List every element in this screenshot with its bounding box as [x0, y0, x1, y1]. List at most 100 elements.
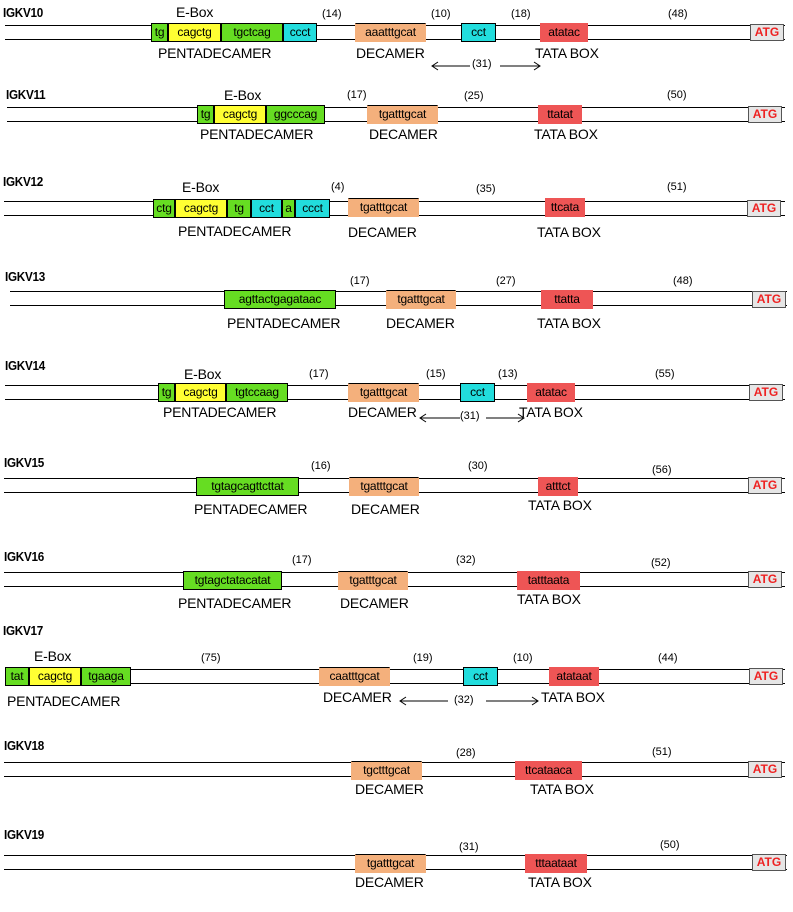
segment: tatttaata — [517, 571, 580, 590]
spacing-number: (30) — [468, 460, 488, 472]
spacing-number: (31) — [472, 58, 492, 70]
row-igkv12: IGKV12 E-Box ctg cagctg tg cct a ccct tg… — [0, 171, 793, 260]
spacing-number: (17) — [350, 275, 370, 287]
decamer-label: DECAMER — [323, 689, 392, 705]
atg-box: ATG — [750, 24, 784, 41]
row-igkv16: IGKV16 tgtagctatacatat tgatttgcat tattta… — [0, 546, 793, 635]
segment: cct — [251, 199, 282, 218]
spacing-number: (15) — [426, 368, 446, 380]
segment: ctg — [153, 199, 175, 218]
spacing-number: (55) — [655, 368, 675, 380]
row-igkv13: IGKV13 agttactgagataac tgatttgcat ttatta… — [0, 266, 793, 355]
segment: ggcccag — [266, 105, 325, 124]
spacing-number: (4) — [331, 181, 345, 193]
spacing-number: (10) — [513, 652, 533, 664]
spacing-number: (32) — [456, 554, 476, 566]
spacing-number: (50) — [660, 839, 680, 851]
spacing-number: (44) — [658, 652, 678, 664]
segment: tttaataat — [525, 854, 587, 873]
spacing-number: (10) — [431, 8, 451, 20]
segment: cagctg — [175, 383, 226, 402]
segment: ccct — [295, 199, 330, 218]
spacing-number: (17) — [309, 368, 329, 380]
spacing-number: (31) — [459, 841, 479, 853]
decamer-label: DECAMER — [356, 45, 425, 61]
decamer-label: DECAMER — [355, 781, 424, 797]
gene-name: IGKV12 — [3, 174, 44, 189]
segment: atttct — [538, 477, 578, 496]
spacing-number: (14) — [322, 8, 342, 20]
promoter-diagram: IGKV10 E-Box tg cagctg tgctcag ccct aaat… — [0, 0, 793, 890]
segment: ttcata — [545, 198, 585, 217]
row-igkv11: IGKV11 E-Box tg cagctg ggcccag tgatttgca… — [0, 84, 793, 173]
spacing-number: (13) — [498, 368, 518, 380]
ebox-label: E-Box — [184, 366, 222, 382]
atg-box: ATG — [748, 106, 782, 123]
gene-name: IGKV18 — [4, 738, 45, 753]
decamer-label: DECAMER — [351, 501, 420, 517]
spacing-number: (31) — [460, 410, 480, 422]
row-igkv18: IGKV18 tgctttgcat ttcataaca ATG DECAMER … — [0, 735, 793, 824]
pentadecamer-label: PENTADECAMER — [163, 404, 277, 420]
pentadecamer-label: PENTADECAMER — [178, 595, 292, 611]
atg-box: ATG — [748, 571, 782, 588]
segment: agttactgagataac — [224, 290, 336, 309]
pentadecamer-label: PENTADECAMER — [194, 501, 308, 517]
spacing-number: (75) — [201, 652, 221, 664]
gene-name: IGKV19 — [4, 827, 45, 842]
pentadecamer-label: PENTADECAMER — [7, 693, 121, 709]
segment: atataat — [549, 667, 599, 686]
segment: cagctg — [214, 105, 266, 124]
spacing-number: (51) — [667, 181, 687, 193]
ebox-label: E-Box — [34, 648, 72, 664]
segment: atatac — [527, 383, 575, 402]
sequence-line — [5, 669, 785, 684]
segment: tgtagcagttcttat — [196, 477, 299, 496]
spacing-number: (17) — [347, 89, 367, 101]
tata-box-label: TATA BOX — [528, 497, 592, 513]
segment: tgctttgcat — [351, 761, 422, 780]
tata-box-label: TATA BOX — [535, 45, 599, 61]
segment: ttatat — [538, 105, 582, 124]
segment: caatttgcat — [319, 667, 390, 686]
atg-box: ATG — [749, 668, 783, 685]
decamer-label: DECAMER — [386, 315, 455, 331]
decamer-label: DECAMER — [348, 224, 417, 240]
tata-box-label: TATA BOX — [537, 224, 601, 240]
spacing-number: (25) — [464, 90, 484, 102]
segment: tg — [197, 105, 214, 124]
atg-box: ATG — [748, 761, 782, 778]
spacing-number: (35) — [476, 183, 496, 195]
gene-name: IGKV16 — [4, 549, 45, 564]
left-arrow-icon — [418, 413, 460, 423]
pentadecamer-label: PENTADECAMER — [178, 223, 292, 239]
spacing-number: (32) — [454, 694, 474, 706]
segment: atatac — [540, 23, 588, 42]
tata-box-label: TATA BOX — [534, 126, 598, 142]
segment: cct — [461, 23, 496, 42]
atg-box: ATG — [749, 384, 783, 401]
spacing-number: (50) — [667, 89, 687, 101]
segment: cct — [463, 667, 498, 686]
segment: ttcataaca — [515, 761, 582, 780]
decamer-label: DECAMER — [340, 595, 409, 611]
row-igkv10: IGKV10 E-Box tg cagctg tgctcag ccct aaat… — [0, 0, 793, 89]
tata-box-label: TATA BOX — [517, 591, 581, 607]
pentadecamer-label: PENTADECAMER — [227, 315, 341, 331]
segment: cagctg — [168, 23, 221, 42]
tata-box-label: TATA BOX — [528, 874, 592, 890]
right-arrow-icon — [486, 413, 526, 423]
gene-name: IGKV15 — [4, 455, 45, 470]
spacing-number: (17) — [292, 554, 312, 566]
segment: aaatttgcat — [355, 23, 426, 42]
ebox-label: E-Box — [176, 4, 214, 20]
spacing-number: (28) — [456, 747, 476, 759]
ebox-label: E-Box — [224, 87, 262, 103]
pentadecamer-label: PENTADECAMER — [200, 126, 314, 142]
segment: tgatttgcat — [386, 290, 456, 309]
segment: cagctg — [175, 199, 227, 218]
segment: ttatta — [541, 290, 593, 309]
segment: ccct — [283, 23, 317, 42]
pentadecamer-label: PENTADECAMER — [158, 45, 272, 61]
left-arrow-icon — [398, 696, 448, 706]
